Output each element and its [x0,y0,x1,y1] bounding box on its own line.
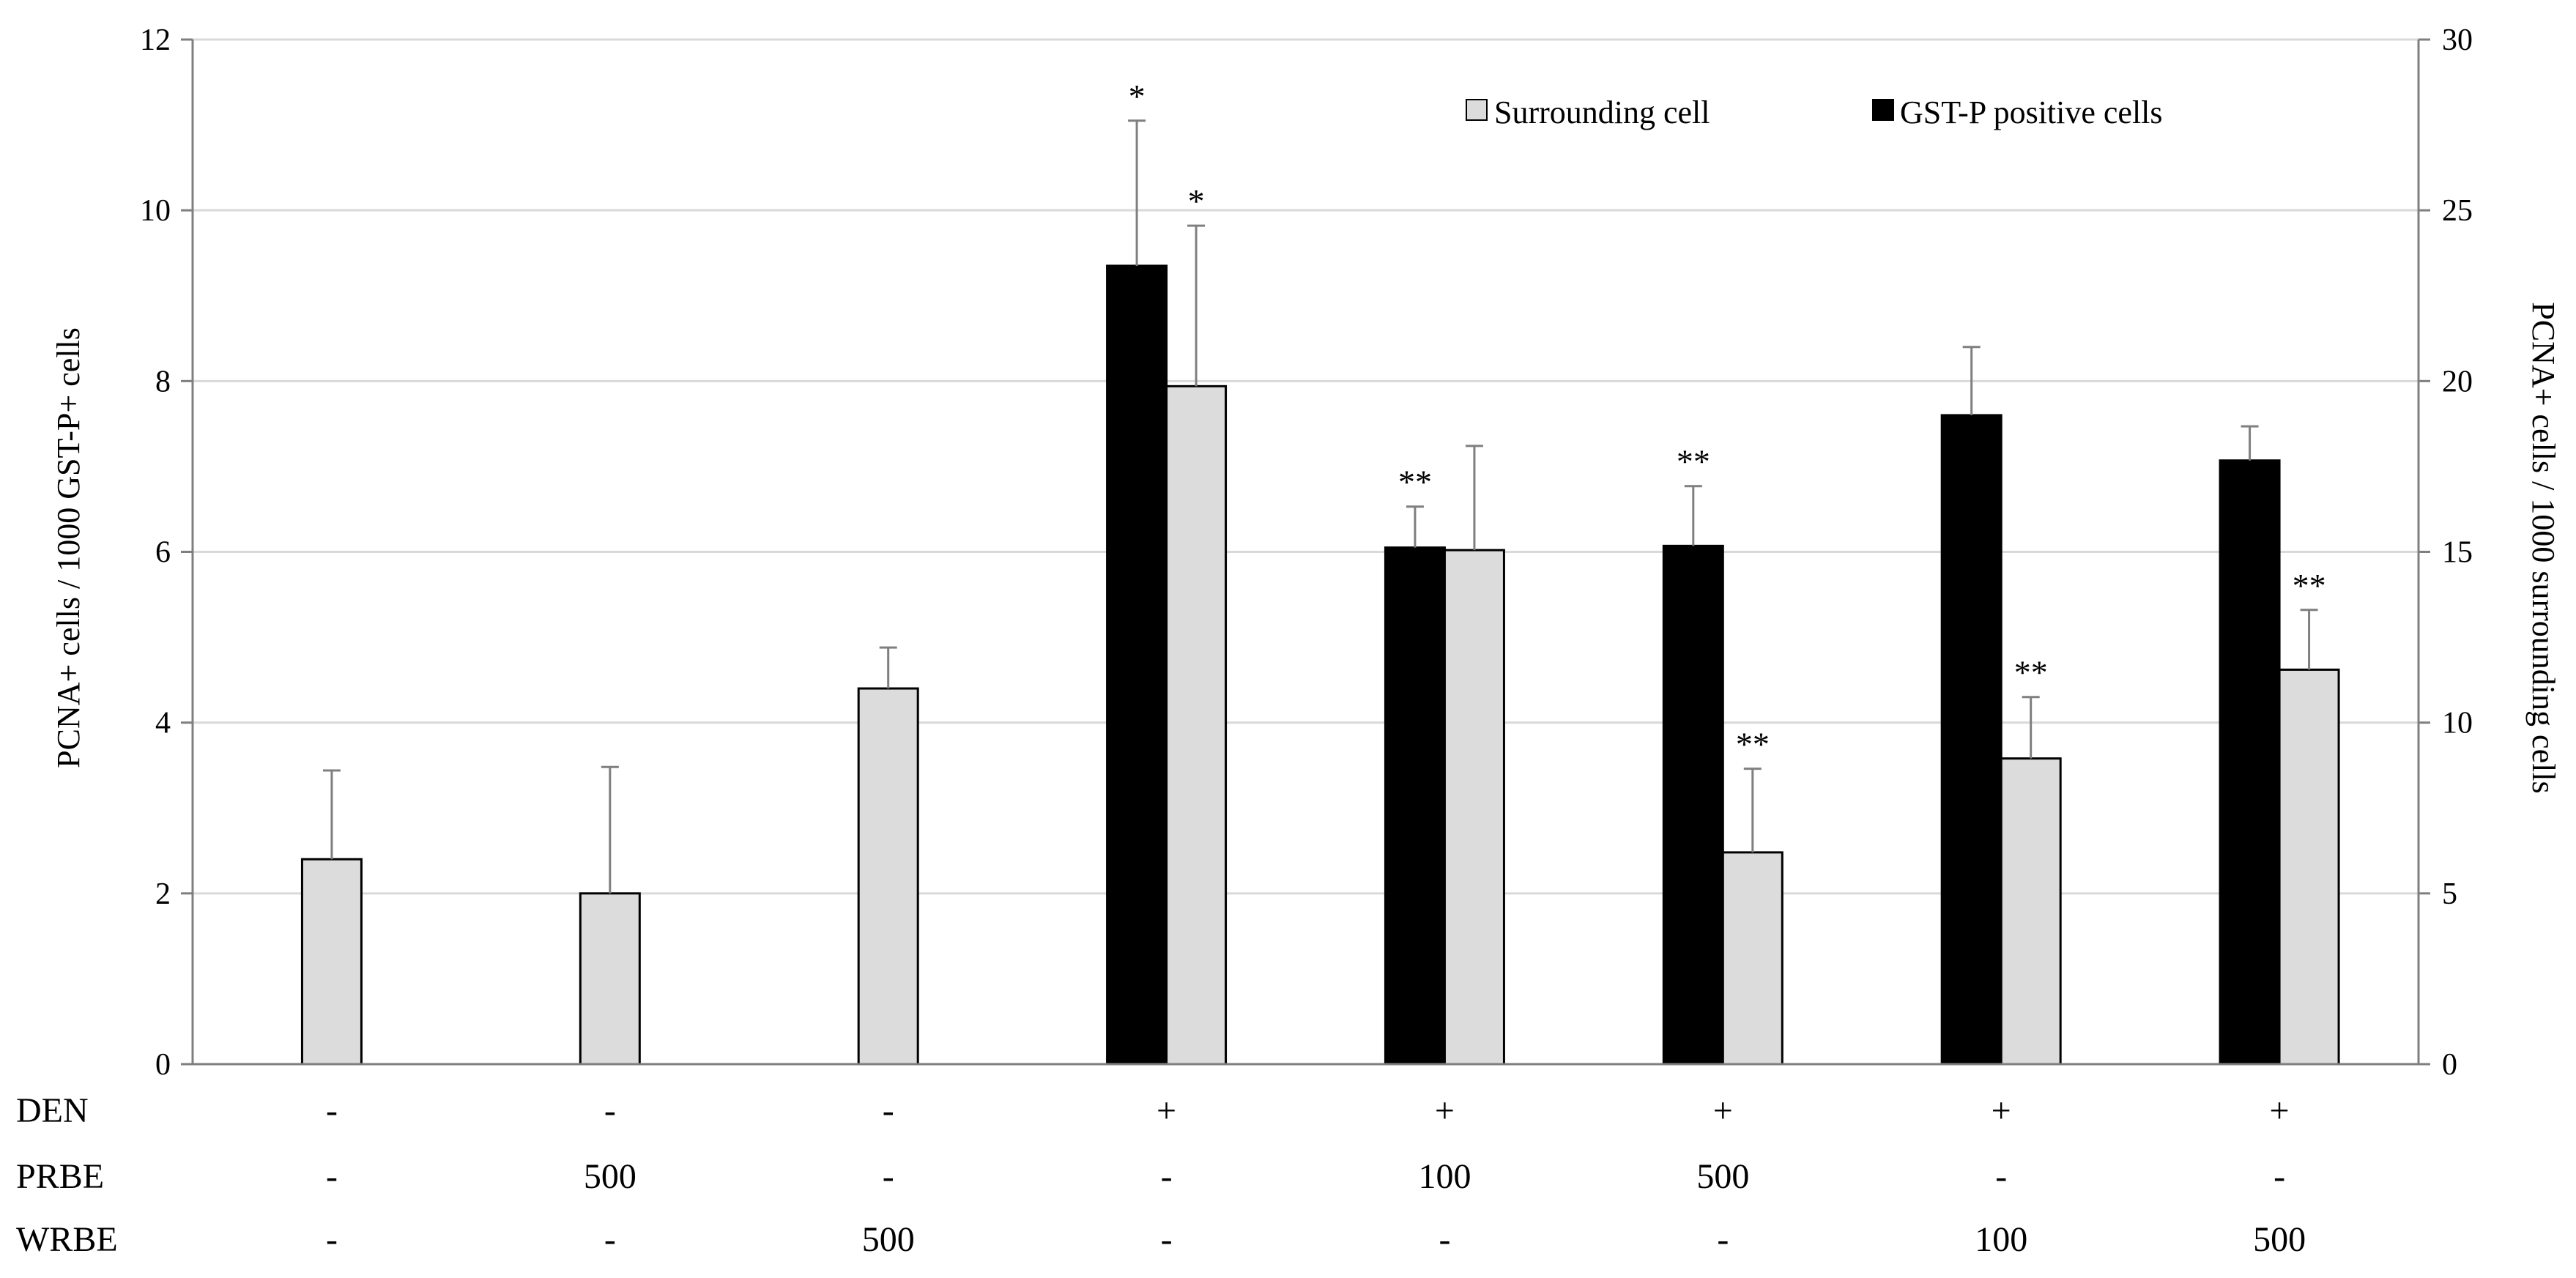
bar-surrounding [579,892,641,1066]
right-tick-label: 5 [2442,877,2457,911]
treatment-cell: - [1995,1157,2007,1196]
treatment-cell: + [1157,1091,1176,1130]
treatment-row-label: WRBE [16,1220,118,1259]
legend-label-gst-p-positive-cells: GST-P positive cells [1900,94,2163,130]
treatment-table: DEN - - - + + + + + PRBE - 500 - - 100 500 - - WRBE - - 500 - -… [16,1091,2306,1259]
left-axis-ticks: 0 2 4 6 8 10 12 [140,23,193,1082]
bar-surrounding [2000,757,2062,1066]
right-axis-ticks: 0 5 10 15 20 25 30 [2419,23,2473,1082]
right-tick-label: 30 [2442,23,2473,57]
right-tick-label: 0 [2442,1048,2457,1082]
treatment-cell: - [1161,1220,1173,1259]
right-tick-label: 10 [2442,707,2473,740]
bar-gst-p-positive [1940,414,2002,1066]
treatment-cell: - [326,1157,338,1196]
treatment-cell: 500 [1696,1157,1749,1196]
left-tick-label: 8 [155,365,171,398]
treatment-cell: - [326,1091,338,1130]
significance-marks: ************ [1129,78,2326,763]
significance-mark: ** [1398,464,1432,501]
treatment-cell: - [1439,1220,1450,1259]
significance-mark: ** [1677,443,1710,480]
treatment-cell: 100 [1975,1220,2027,1259]
treatment-cell: + [1713,1091,1733,1130]
left-axis-title: PCNA+ cells / 1000 GST-P+ cells [51,327,86,768]
treatment-row-label: DEN [16,1091,89,1130]
significance-mark: * [1129,78,1146,115]
left-tick-label: 6 [155,536,171,570]
bar-surrounding [300,858,363,1066]
left-tick-label: 0 [155,1048,171,1082]
treatment-cell: - [883,1091,894,1130]
left-tick-label: 12 [140,23,171,57]
bar-surrounding [1721,851,1783,1066]
treatment-cell: - [1717,1220,1729,1259]
bar-surrounding [1443,549,1505,1066]
legend-swatch-surrounding-cell [1466,99,1488,121]
legend: Surrounding cell GST-P positive cells [1466,94,2163,130]
treatment-cell: + [1435,1091,1455,1130]
bar-gst-p-positive [2219,459,2281,1066]
treatment-cell: - [1161,1157,1173,1196]
significance-mark: ** [2014,654,2048,691]
error-bars [322,119,2318,894]
gridlines [193,38,2419,895]
treatment-row-label: PRBE [16,1157,104,1196]
right-tick-label: 20 [2442,365,2473,398]
significance-mark: * [1188,182,1205,220]
left-tick-label: 2 [155,877,171,911]
left-tick-label: 10 [140,194,171,228]
treatment-cell: 100 [1418,1157,1471,1196]
treatment-cell: - [604,1220,616,1259]
treatment-cell: 500 [584,1157,636,1196]
treatment-cell: + [1992,1091,2011,1130]
treatment-cell: + [2270,1091,2290,1130]
bar-surrounding [1165,384,1228,1066]
legend-swatch-gst-p-positive-cells [1872,99,1894,121]
treatment-cell: - [326,1220,338,1259]
bar-gst-p-positive [1106,264,1168,1066]
significance-mark: ** [1736,726,1770,763]
treatment-cell: - [883,1157,894,1196]
left-tick-label: 4 [155,707,171,740]
significance-mark: ** [2293,567,2326,604]
bar-surrounding [2278,668,2340,1066]
treatment-cell: 500 [2253,1220,2306,1259]
right-tick-label: 25 [2442,194,2473,228]
right-tick-label: 15 [2442,536,2473,570]
legend-label-surrounding-cell: Surrounding cell [1494,94,1710,130]
bar-gst-p-positive [1384,546,1446,1066]
bar-surrounding [857,687,919,1066]
bar-gst-p-positive [1662,544,1724,1066]
treatment-cell: - [2274,1157,2285,1196]
treatment-cell: 500 [862,1220,915,1259]
right-axis-title: PCNA+ cells / 1000 surrounding cells [2525,302,2561,793]
treatment-cell: - [604,1091,616,1130]
